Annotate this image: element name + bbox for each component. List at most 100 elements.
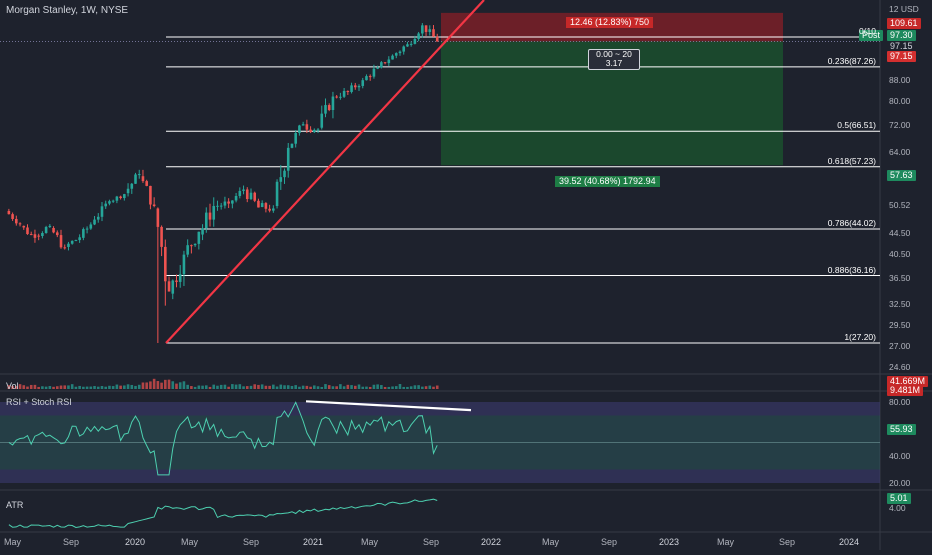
candle-body xyxy=(137,174,141,176)
volume-bar xyxy=(406,386,409,389)
candle-body xyxy=(342,90,346,97)
volume-bar xyxy=(44,386,48,389)
volume-bar xyxy=(18,384,22,389)
volume-bar xyxy=(413,385,417,389)
price-axis-tick: 50.52 xyxy=(889,200,911,210)
price-axis-tick: 27.00 xyxy=(889,341,911,351)
candle-body xyxy=(126,188,130,194)
risk-label[interactable]: 12.46 (12.83%) 750 xyxy=(566,17,654,28)
volume-bar xyxy=(29,384,33,389)
volume-bar xyxy=(391,386,394,389)
volume-bar xyxy=(33,384,37,389)
volume-bar xyxy=(387,386,391,389)
volume-bar xyxy=(141,382,145,389)
volume-bar xyxy=(52,386,55,389)
atr-current-tag: 5.01 xyxy=(887,493,911,504)
candle-body xyxy=(33,234,37,238)
candle-body xyxy=(242,189,245,191)
candle-body xyxy=(190,245,193,247)
candle-body xyxy=(85,228,89,230)
price-tag[interactable]: 97.30 xyxy=(887,30,916,41)
rsi-divergence-line xyxy=(305,400,472,412)
volume-bar xyxy=(108,385,111,389)
candle-body xyxy=(327,105,331,111)
volume-bar xyxy=(223,384,227,389)
rsi-line xyxy=(8,401,438,476)
candle-body xyxy=(294,132,297,144)
candle-body xyxy=(37,235,40,237)
candle-body xyxy=(212,206,216,220)
volume-bar xyxy=(368,386,372,389)
candle-body xyxy=(350,85,353,92)
volume-bar xyxy=(171,381,175,389)
reward-label[interactable]: 39.52 (40.68%) 1792.94 xyxy=(555,176,660,187)
price-axis-tick: 36.50 xyxy=(889,273,911,283)
candle-body xyxy=(48,225,52,228)
volume-bar xyxy=(208,386,212,389)
candle-body xyxy=(134,174,137,184)
candle-body xyxy=(249,192,253,200)
candle-body xyxy=(406,44,409,47)
position-stats[interactable]: 0.00 ~ 20 3.17 xyxy=(588,49,640,70)
volume-bar xyxy=(327,385,331,389)
fib-level-label: 0(10 xyxy=(858,26,876,36)
candle-body xyxy=(272,208,275,211)
volume-bar xyxy=(167,379,171,389)
volume-bar xyxy=(409,386,413,389)
volume-bar xyxy=(353,385,357,389)
candle-body xyxy=(223,201,227,206)
candle-body xyxy=(59,235,63,248)
volume-bar xyxy=(316,386,320,389)
candle-body xyxy=(257,200,260,208)
trend-line xyxy=(165,0,485,344)
candle-body xyxy=(74,240,78,242)
volume-bar xyxy=(313,385,316,389)
volume-bar xyxy=(335,386,338,389)
price-axis-tick: 24.60 xyxy=(889,362,911,372)
volume-bar xyxy=(253,384,257,389)
volume-bar xyxy=(175,383,178,389)
candle-body xyxy=(413,38,417,44)
candle-body xyxy=(52,228,55,233)
symbol-title[interactable]: Morgan Stanley, 1W, NYSE xyxy=(6,5,129,16)
volume-bar xyxy=(119,385,122,389)
volume-bar xyxy=(55,386,59,389)
volume-bar xyxy=(309,386,312,389)
candle-body xyxy=(421,25,424,34)
price-tag[interactable]: 57.63 xyxy=(887,170,916,181)
price-tag[interactable]: 97.15 xyxy=(887,51,916,62)
candle-body xyxy=(417,33,420,39)
volume-bar xyxy=(190,386,193,389)
time-axis-tick: Sep xyxy=(601,537,618,547)
volume-bar xyxy=(380,385,383,389)
volume-bar xyxy=(324,384,327,389)
volume-bar xyxy=(231,384,234,389)
candle-body xyxy=(283,170,286,178)
volume-bar xyxy=(301,385,305,389)
candle-body xyxy=(167,281,171,292)
volume-bar xyxy=(37,386,40,389)
volume-bar xyxy=(145,382,148,389)
volume-bar xyxy=(260,384,264,389)
candle-body xyxy=(231,200,234,204)
price-axis-tick: 12 USD xyxy=(889,4,919,14)
price-tag[interactable]: 109.61 xyxy=(887,18,921,29)
candle-body xyxy=(234,195,238,201)
post-market-tag: Post xyxy=(859,30,884,41)
volume-bar xyxy=(242,386,245,389)
candle-body xyxy=(324,105,327,114)
candle-body xyxy=(353,85,357,88)
volume-bar xyxy=(421,386,424,389)
volume-bar xyxy=(204,385,208,389)
candle-body xyxy=(171,280,175,294)
volume-value-tag: 9.481M xyxy=(887,385,924,396)
candle-body xyxy=(316,129,320,131)
time-axis-tick: Sep xyxy=(423,537,440,547)
candle-body xyxy=(394,53,398,56)
volume-bar xyxy=(216,385,219,389)
candle-body xyxy=(409,43,413,45)
price-tag[interactable]: 97.15 xyxy=(890,41,913,51)
candle-body xyxy=(130,183,134,189)
